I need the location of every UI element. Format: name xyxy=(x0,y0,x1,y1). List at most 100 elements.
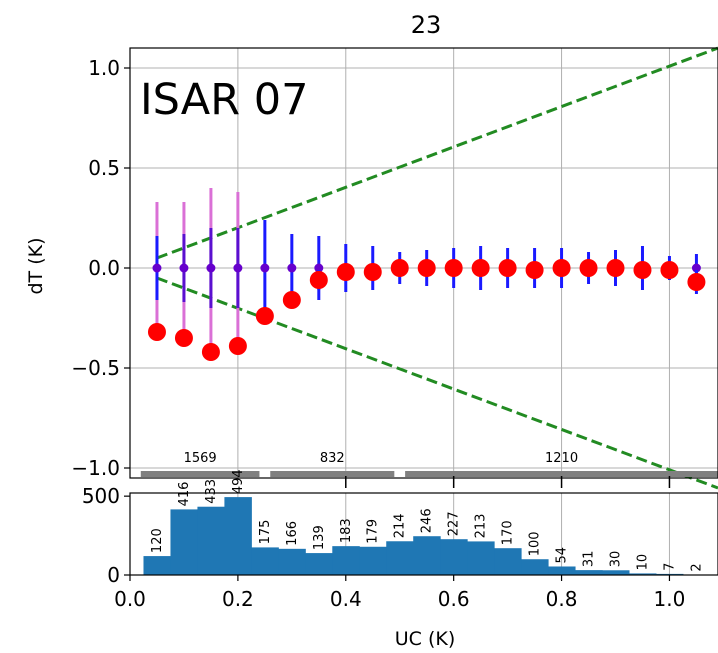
hist-bar xyxy=(440,539,468,575)
hist-bar-label: 227 xyxy=(447,511,462,536)
series-red xyxy=(147,259,706,361)
red-point xyxy=(147,323,166,341)
hist-bar xyxy=(197,506,225,575)
hist-bar-label: 7 xyxy=(662,563,677,571)
purple-point xyxy=(314,263,324,273)
hist-bar xyxy=(224,497,252,575)
x-axis-label: UC (K) xyxy=(395,628,456,650)
red-point xyxy=(309,271,328,289)
hist-bar-label: 183 xyxy=(339,518,354,543)
main-plot-area: 1569 832 1210 1.0 0.5 0.0 −0.5 −1.0 dT (K) ISA… xyxy=(25,46,718,490)
hist-bar xyxy=(413,536,441,575)
red-point xyxy=(174,329,193,347)
hist-bar-label: 166 xyxy=(285,521,300,546)
hist-bar-label: 54 xyxy=(555,547,570,564)
x-tick-label: 0.0 xyxy=(114,587,146,611)
purple-point xyxy=(287,263,297,273)
hist-bar-label: 31 xyxy=(582,551,597,568)
y-axis-label: dT (K) xyxy=(25,238,47,295)
hist-bar-label: 494 xyxy=(231,469,246,494)
hist-bar-label: 214 xyxy=(393,513,408,538)
hist-bar-label: 30 xyxy=(609,551,624,568)
hist-bar-label: 2 xyxy=(689,563,704,571)
red-point xyxy=(606,259,625,277)
y-tick-label: 1.0 xyxy=(88,56,120,80)
hist-y-tick-label: 0 xyxy=(107,563,120,587)
red-point xyxy=(363,263,382,281)
hist-bar-label: 170 xyxy=(501,520,516,545)
hist-bar-label: 179 xyxy=(366,519,381,544)
main-y-ticks: 1.0 0.5 0.0 −0.5 −1.0 xyxy=(71,56,130,480)
hist-bar xyxy=(386,541,414,575)
hist-bar xyxy=(494,548,522,575)
histogram-x-ticks: 0.0 0.2 0.4 0.6 0.8 1.0 xyxy=(114,575,685,611)
hist-bar xyxy=(170,509,198,575)
plot-annotation: ISAR 07 xyxy=(140,75,308,125)
reference-lines xyxy=(156,46,718,490)
group-label: 1210 xyxy=(545,451,578,466)
y-tick-label: −0.5 xyxy=(71,356,120,380)
hist-bar xyxy=(628,573,657,575)
hist-bar-label: 175 xyxy=(258,520,273,545)
hist-bar-label: 246 xyxy=(420,508,435,533)
red-point xyxy=(633,261,652,279)
hist-bar xyxy=(332,546,360,575)
purple-point xyxy=(260,263,270,273)
histogram-bars xyxy=(143,497,711,575)
hist-bar xyxy=(467,541,495,575)
histogram-area: 120 416 433 494 175 166 139 183 179 214 246 227 213 1… xyxy=(82,469,718,650)
hist-bar-label: 10 xyxy=(635,554,650,571)
hist-bar xyxy=(521,559,549,575)
reference-line xyxy=(156,46,718,260)
group-label: 1569 xyxy=(184,451,217,466)
red-point xyxy=(417,259,436,277)
histogram-y-ticks: 500 0 xyxy=(82,484,130,587)
red-point xyxy=(471,259,490,277)
red-point xyxy=(390,259,409,277)
hist-bar xyxy=(143,556,171,575)
red-point xyxy=(282,291,301,309)
red-point xyxy=(255,307,274,325)
red-point xyxy=(336,263,355,281)
red-point xyxy=(444,259,463,277)
hist-y-tick-label: 500 xyxy=(82,484,120,508)
hist-bar xyxy=(278,548,306,575)
histogram-frame xyxy=(129,492,718,576)
hist-bar-label: 213 xyxy=(474,514,489,539)
hist-bar-label: 433 xyxy=(204,479,219,504)
group-bars: 1569 832 1210 xyxy=(140,451,718,488)
red-point xyxy=(687,273,706,291)
purple-point xyxy=(152,263,162,273)
hist-bar-label: 120 xyxy=(150,528,165,553)
hist-bar xyxy=(251,547,279,575)
purple-point xyxy=(233,263,243,273)
hist-bar xyxy=(359,546,387,575)
reference-line xyxy=(156,276,718,490)
hist-bar xyxy=(548,566,576,575)
red-point xyxy=(579,259,598,277)
red-point xyxy=(525,261,544,279)
group-label: 832 xyxy=(320,451,345,466)
main-plot-frame xyxy=(129,47,718,479)
y-tick-label: −1.0 xyxy=(71,456,120,480)
red-point xyxy=(498,259,517,277)
x-tick-label: 0.6 xyxy=(438,587,470,611)
red-point xyxy=(552,259,571,277)
histogram-bar-labels: 120 416 433 494 175 166 139 183 179 214 246 227 213 1… xyxy=(150,469,704,571)
purple-point xyxy=(691,263,701,273)
purple-point xyxy=(179,263,189,273)
y-tick-label: 0.0 xyxy=(88,256,120,280)
x-tick-label: 0.2 xyxy=(222,587,254,611)
red-point xyxy=(228,337,247,355)
red-point xyxy=(660,261,679,279)
hist-bar-label: 100 xyxy=(528,531,543,556)
hist-bar xyxy=(575,570,603,575)
hist-bar-label: 139 xyxy=(312,525,327,550)
hist-bar-label: 416 xyxy=(177,482,192,507)
hist-bar xyxy=(305,553,333,575)
chart-title: 23 xyxy=(411,11,442,39)
x-tick-label: 0.8 xyxy=(546,587,578,611)
hist-bar xyxy=(602,570,630,575)
red-point xyxy=(201,343,220,361)
